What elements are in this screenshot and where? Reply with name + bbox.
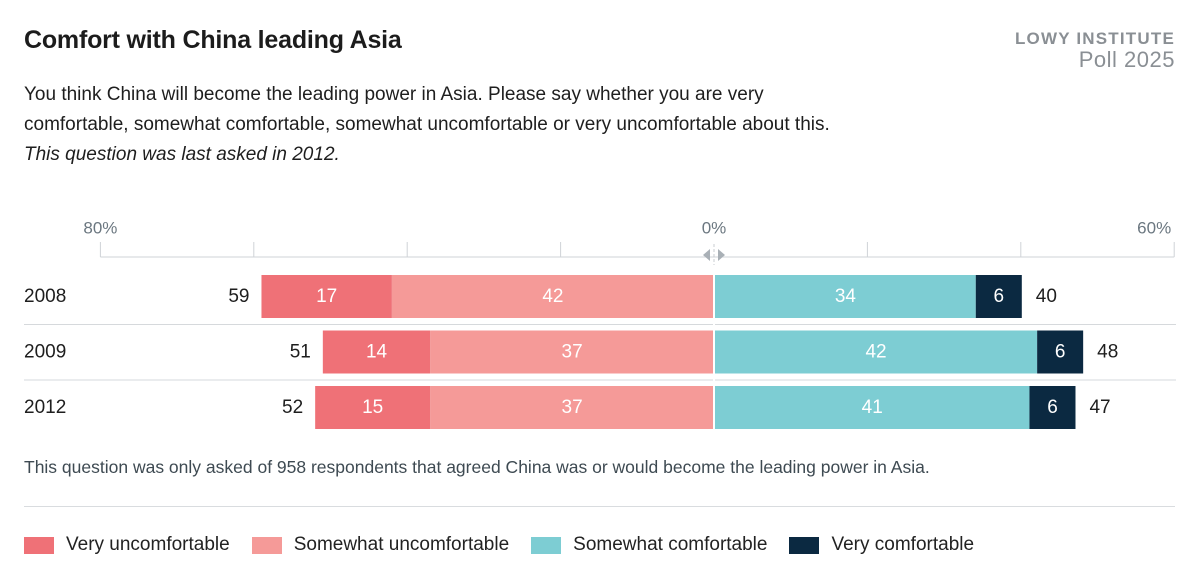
legend-label: Somewhat uncomfortable	[293, 534, 510, 555]
diverging-bar-chart: 80% 0% 60% 2008 42 17 59 34 6 40 2009 37 14 51 42 6 48 20…	[24, 219, 1176, 431]
bar-very-uncomfortable	[322, 330, 431, 374]
data-label: 37	[562, 397, 583, 418]
brand-logo: LOWY INSTITUTE Poll 2025	[1015, 30, 1175, 71]
total-label-negative: 52	[282, 397, 303, 418]
category-label: 2009	[24, 342, 66, 363]
total-label-negative: 51	[290, 342, 311, 363]
data-label: 42	[865, 342, 886, 363]
category-label: 2008	[24, 286, 66, 307]
data-label: 42	[542, 286, 563, 307]
legend-label: Very comfortable	[831, 534, 975, 555]
legend-label: Very uncomfortable	[66, 534, 230, 555]
bar-somewhat-comfortable	[715, 330, 1038, 374]
legend-item-very-uncomfortable[interactable]: Very uncomfortable	[24, 534, 230, 556]
bar-very-uncomfortable	[261, 275, 392, 318]
data-label: 15	[362, 397, 383, 418]
question-text-block: You think China will become the leading …	[24, 80, 864, 170]
legend-swatch-somewhat-uncomfortable	[251, 536, 282, 554]
bar-somewhat-comfortable	[715, 275, 976, 318]
category-label: 2012	[24, 397, 66, 418]
arrow-right-icon	[718, 249, 725, 261]
axis-label-center: 0%	[702, 219, 727, 238]
total-label-positive: 47	[1089, 397, 1110, 418]
total-label-positive: 40	[1036, 286, 1057, 307]
question-text: You think China will become the leading …	[24, 84, 830, 135]
total-label-negative: 59	[228, 286, 249, 307]
data-label: 6	[1047, 397, 1058, 418]
legend-item-somewhat-uncomfortable[interactable]: Somewhat uncomfortable	[251, 534, 510, 556]
data-label: 37	[562, 342, 583, 363]
legend-swatch-very-comfortable	[789, 536, 820, 554]
footnote: This question was only asked of 958 resp…	[24, 457, 930, 477]
legend: Very uncomfortable Somewhat uncomfortabl…	[24, 534, 996, 556]
legend-divider	[24, 506, 1175, 507]
bar-very-comfortable	[1037, 330, 1084, 374]
brand-poll-year: Poll 2025	[1078, 47, 1175, 72]
bar-very-uncomfortable	[315, 386, 431, 429]
legend-swatch-very-uncomfortable	[24, 536, 54, 554]
data-label: 17	[316, 286, 337, 307]
data-label: 34	[835, 286, 857, 307]
bar-somewhat-uncomfortable	[391, 275, 714, 318]
total-label-positive: 48	[1097, 342, 1118, 363]
bar-somewhat-comfortable	[715, 386, 1030, 429]
bar-somewhat-uncomfortable	[430, 386, 714, 429]
chart-title: Comfort with China leading Asia	[24, 26, 402, 54]
arrow-left-icon	[703, 249, 710, 261]
bar-very-comfortable	[1029, 386, 1076, 429]
legend-label: Somewhat comfortable	[573, 534, 768, 555]
axis-label-left: 80%	[83, 219, 117, 238]
axis-label-right: 60%	[1137, 219, 1171, 238]
data-label: 41	[862, 397, 883, 418]
data-label: 14	[366, 342, 388, 363]
legend-item-very-comfortable[interactable]: Very comfortable	[789, 534, 974, 556]
data-label: 6	[1055, 342, 1066, 363]
legend-item-somewhat-comfortable[interactable]: Somewhat comfortable	[531, 534, 767, 556]
brand-name: LOWY INSTITUTE	[1014, 29, 1175, 48]
last-asked-note: This question was last asked in 2012.	[24, 144, 340, 165]
legend-swatch-somewhat-comfortable	[531, 536, 562, 554]
bar-very-comfortable	[975, 275, 1022, 318]
data-label: 6	[994, 286, 1005, 307]
bar-somewhat-uncomfortable	[430, 330, 714, 374]
